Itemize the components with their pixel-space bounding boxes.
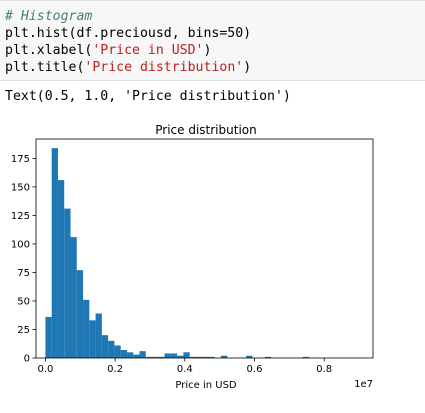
y-tick-label: 150 — [11, 182, 30, 193]
histogram-bar — [170, 353, 178, 358]
x-axis-offset-label: 1e7 — [354, 379, 373, 390]
histogram-bar — [126, 352, 134, 358]
x-axis-ticks: 0.0 0.2 0.4 0.6 0.8 — [37, 358, 332, 375]
x-tick-label: 0.4 — [177, 364, 193, 375]
histogram-bar — [133, 354, 140, 358]
code-text: ) — [203, 43, 212, 58]
code-text: ) — [243, 60, 252, 75]
histogram-bar — [57, 180, 65, 358]
histogram-bar — [108, 340, 115, 358]
code-line-title: plt.title('Price distribution') — [5, 59, 251, 76]
y-tick-label: 25 — [17, 325, 30, 336]
histogram-bar — [64, 208, 71, 358]
code-string: 'Price in USD' — [92, 43, 204, 58]
histogram-bar — [208, 356, 215, 358]
histogram-bar — [164, 353, 171, 358]
histogram-bar — [221, 355, 228, 358]
y-tick-label: 0 — [24, 354, 30, 365]
histogram-bar — [264, 356, 272, 358]
y-tick-label: 75 — [17, 268, 30, 279]
x-tick-label: 0.6 — [247, 364, 263, 375]
x-tick-label: 0.2 — [107, 364, 123, 375]
histogram-bar — [114, 345, 121, 358]
code-line-xlabel: plt.xlabel('Price in USD') — [5, 42, 211, 59]
histogram-bar — [177, 355, 184, 358]
histogram-bar — [101, 335, 109, 358]
histogram-chart: 0.0 0.2 0.4 0.6 0.8 0 25 50 75 100 125 150 175 Pric… — [11, 123, 374, 391]
histogram-bar — [189, 356, 196, 358]
histogram-bar — [152, 356, 159, 358]
code-cell[interactable]: # Histogram plt.hist(df.preciousd, bins=… — [0, 0, 425, 81]
code-comment: # Histogram — [5, 9, 93, 24]
chart-title: Price distribution — [155, 123, 256, 137]
histogram-bar — [76, 270, 84, 358]
histogram-bar — [45, 316, 52, 358]
histogram-bar — [195, 356, 203, 358]
histogram-bar — [95, 313, 102, 358]
x-tick-label: 0.8 — [316, 364, 332, 375]
histogram-bar — [202, 356, 209, 358]
y-tick-label: 100 — [11, 239, 30, 250]
x-tick-label: 0.0 — [37, 364, 53, 375]
code-text: plt.title( — [5, 60, 85, 75]
axes-frame — [35, 138, 374, 359]
code-string: 'Price distribution' — [84, 60, 244, 75]
output-text: Text(0.5, 1.0, 'Price distribution') — [5, 89, 291, 104]
y-axis-ticks: 0 25 50 75 100 125 150 175 — [11, 154, 36, 365]
histogram-bars — [45, 148, 309, 358]
code-line-hist: plt.hist(df.preciousd, bins=50) — [5, 26, 252, 41]
histogram-bar — [158, 356, 165, 358]
y-tick-label: 125 — [11, 211, 30, 222]
code-text: plt.xlabel( — [5, 43, 93, 58]
histogram-bar — [302, 356, 309, 358]
y-tick-label: 50 — [17, 296, 30, 307]
histogram-bar — [139, 351, 146, 358]
histogram-bar — [246, 355, 253, 358]
histogram-bar — [145, 356, 153, 358]
histogram-bar — [89, 320, 96, 358]
histogram-bar — [51, 148, 58, 358]
histogram-bar — [70, 237, 77, 358]
histogram-bar — [120, 350, 127, 358]
x-axis-label: Price in USD — [175, 380, 237, 391]
histogram-bar — [83, 299, 90, 358]
histogram-bar — [183, 352, 190, 358]
y-tick-label: 175 — [11, 154, 30, 165]
